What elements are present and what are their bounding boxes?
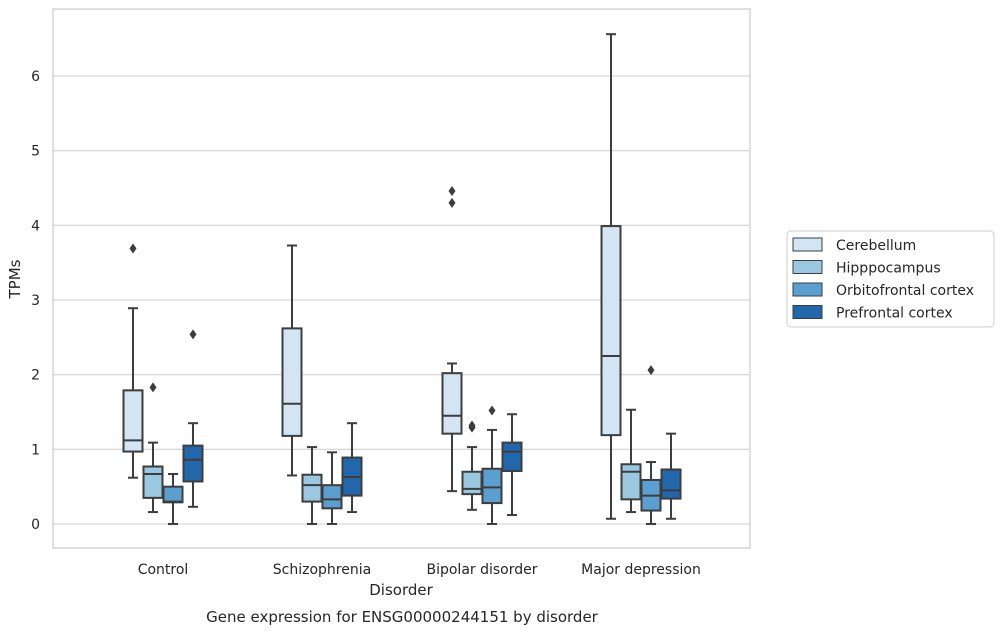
- box-cerebellum-0: [122, 243, 144, 479]
- y-tick-label: 0: [31, 517, 40, 533]
- box-orbitofrontal-cortex-0: [162, 472, 184, 525]
- box-orbitofrontal-cortex-1: [321, 451, 343, 525]
- y-tick-label: 1: [31, 442, 40, 458]
- y-tick-label: 2: [31, 368, 40, 384]
- box-orbitofrontal-cortex-2: [481, 405, 503, 525]
- box-cerebellum-1: [281, 244, 303, 477]
- outlier-point: [468, 420, 476, 431]
- outlier-point: [647, 365, 655, 376]
- box-orbitofrontal-cortex-3: [640, 365, 662, 525]
- box-iqr: [660, 468, 682, 500]
- y-tick-label: 5: [31, 144, 40, 160]
- outlier-point: [448, 197, 456, 208]
- x-axis-tick-labels: Control Schizophrenia Bipolar disorder Majo…: [138, 562, 701, 578]
- legend-swatch-cerebellum: [792, 237, 823, 252]
- outlier-point: [448, 185, 456, 196]
- box-iqr: [122, 389, 144, 453]
- outlier-point: [149, 382, 157, 393]
- legend-label-prefrontal-cortex: Prefrontal cortex: [836, 306, 953, 322]
- legend-swatch-hipppocampus: [792, 260, 823, 274]
- box-hipppocampus-3: [620, 408, 642, 514]
- legend-label-orbitofrontal-cortex: Orbitofrontal cortex: [836, 283, 974, 299]
- box-iqr: [321, 484, 343, 510]
- legend-label-hipppocampus: Hipppocampus: [836, 261, 941, 277]
- x-tick-label: Control: [138, 562, 189, 578]
- box-iqr: [501, 441, 523, 472]
- box-iqr: [600, 225, 622, 437]
- legend: Cerebellum Hipppocampus Orbitofrontal cort…: [786, 230, 995, 328]
- figure-caption: Gene expression for ENSG00000244151 by d…: [206, 608, 599, 626]
- x-tick-label: Schizophrenia: [273, 562, 371, 578]
- box-prefrontal-cortex-0: [182, 329, 204, 508]
- box-iqr: [281, 327, 303, 437]
- box-hipppocampus-1: [301, 446, 323, 525]
- plot-area-frame: [52, 8, 751, 549]
- box-prefrontal-cortex-1: [341, 422, 363, 514]
- box-groups: [122, 33, 682, 525]
- x-tick-label: Major depression: [581, 562, 701, 578]
- box-hipppocampus-0: [142, 382, 164, 514]
- box-hipppocampus-2: [461, 420, 483, 511]
- outlier-point: [488, 405, 496, 416]
- box-iqr: [162, 485, 184, 504]
- legend-swatch-orbitofrontal-cortex: [792, 282, 823, 297]
- legend-swatch-prefrontal-cortex: [792, 305, 823, 319]
- y-tick-label: 3: [31, 293, 40, 309]
- box-cerebellum-2: [441, 185, 463, 493]
- box-iqr: [182, 444, 204, 483]
- x-tick-label: Bipolar disorder: [426, 562, 537, 578]
- box-iqr: [301, 473, 323, 503]
- y-axis-title: TPMs: [6, 259, 24, 299]
- box-prefrontal-cortex-3: [660, 432, 682, 520]
- box-iqr: [481, 467, 503, 505]
- box-prefrontal-cortex-2: [501, 413, 523, 517]
- box-iqr: [620, 463, 642, 501]
- grid-lines: [53, 75, 750, 525]
- box-cerebellum-3: [600, 33, 622, 520]
- legend-label-cerebellum: Cerebellum: [836, 238, 916, 254]
- box-iqr: [441, 372, 463, 435]
- y-tick-label: 4: [31, 218, 40, 234]
- box-iqr: [461, 470, 483, 496]
- y-tick-label: 6: [31, 69, 40, 85]
- box-iqr: [142, 465, 164, 499]
- outlier-point: [189, 329, 197, 340]
- x-axis-title: Disorder: [369, 581, 433, 599]
- outlier-point: [129, 243, 137, 254]
- legend-frame: [786, 230, 995, 328]
- y-axis-tick-labels: 0 1 2 3 4 5 6: [31, 69, 40, 533]
